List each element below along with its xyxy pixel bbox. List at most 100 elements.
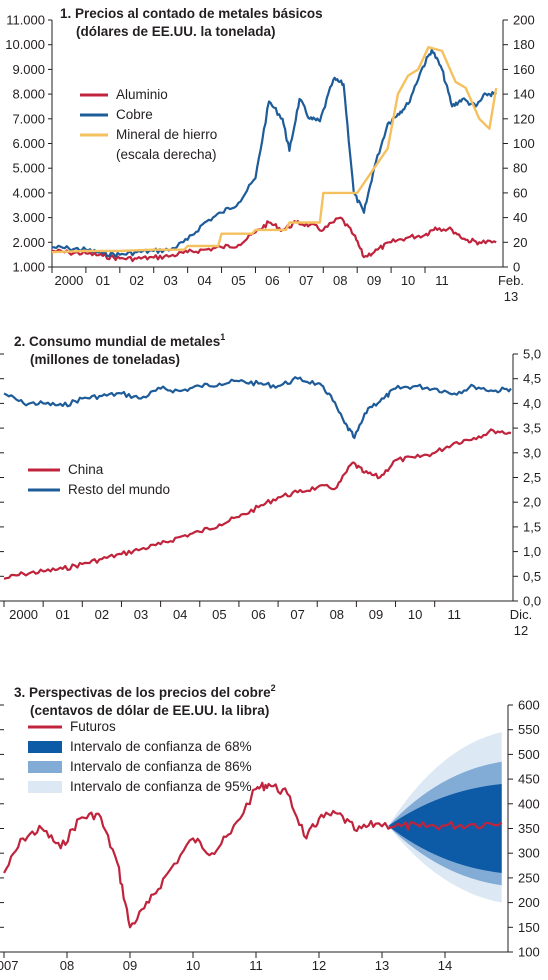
x-tick-label: 07 xyxy=(290,607,304,622)
legend-swatch xyxy=(28,781,62,793)
y-right-tick-label: 300 xyxy=(518,846,540,861)
y-right-tick-label: 600 xyxy=(518,698,540,713)
y-left-tick-label: 3.000 xyxy=(12,210,45,225)
y-right-tick-label: 500 xyxy=(518,747,540,762)
x-tick-label: 2000 xyxy=(9,607,38,622)
y-left-tick-label: 8.000 xyxy=(12,87,45,102)
x-tick-label: 10 xyxy=(401,273,415,288)
x-tick-label: 05 xyxy=(212,607,226,622)
y-right-tick-label: 400 xyxy=(518,796,540,811)
panel-2-title: 2. Consumo mundial de metales1 (millones … xyxy=(14,332,225,367)
x-tick-label: 03 xyxy=(163,273,177,288)
x-tick-label: 06 xyxy=(265,273,279,288)
y-left-tick-label: 7.000 xyxy=(12,111,45,126)
y-left-tick-label: 9.000 xyxy=(12,62,45,77)
series-line-aluminio xyxy=(51,216,497,263)
chart-subtitle: (millones de toneladas) xyxy=(30,352,180,367)
x-tick-label: 11 xyxy=(249,958,263,973)
legend-swatch xyxy=(28,741,62,753)
x-tick-label: 09 xyxy=(123,958,137,973)
x-tick-label: 09 xyxy=(369,607,383,622)
y-right-tick-label: 3,5 xyxy=(523,421,541,436)
y-right-tick-label: 250 xyxy=(518,870,540,885)
panel-1-axes: 1.000 2.000 3.000 4.000 5.000 6.000 7.000 8.000… xyxy=(5,13,534,305)
legend-label: Mineral de hierro xyxy=(116,127,217,142)
panel-1-title: 1. Precios al contado de metales básicos… xyxy=(60,6,323,39)
x-tick-label: 01 xyxy=(96,273,110,288)
x-tick-label-end: Feb. xyxy=(498,273,524,288)
y-right-tick-label: 160 xyxy=(513,62,535,77)
x-tick-label: 11 xyxy=(448,607,462,622)
chart-subtitle: (centavos de dólar de EE.UU. la libra) xyxy=(30,703,269,718)
y-right-tick-label: 4,0 xyxy=(523,396,541,411)
y-right-tick-label: 2,5 xyxy=(523,470,541,485)
x-tick-label-end: Dic. xyxy=(510,607,532,622)
x-tick-label: 2000 xyxy=(54,273,83,288)
x-tick-label: 04 xyxy=(197,273,211,288)
x-tick-label: 05 xyxy=(231,273,245,288)
x-tick-label: 08 xyxy=(60,958,74,973)
chart-title: 1. Precios al contado de metales básicos xyxy=(60,6,323,21)
y-left-tick-label: 11.000 xyxy=(6,13,45,28)
y-left-tick-label: 10.000 xyxy=(5,37,45,52)
legend-label: Futuros xyxy=(70,719,116,734)
series-line-futuros xyxy=(3,781,503,929)
legend-label: Cobre xyxy=(116,107,153,122)
y-right-tick-label: 200 xyxy=(518,895,540,910)
y-right-tick-label: 180 xyxy=(513,37,535,52)
panel-3-title: 3. Perspectivas de los precios del cobre… xyxy=(14,683,276,718)
y-right-tick-label: 1,0 xyxy=(523,544,541,559)
panel-3-axes: 100 150 200 250 300 350 400 450 500 550 600 2007 08 0… xyxy=(0,698,540,973)
y-left-tick-label: 1.000 xyxy=(12,260,45,275)
x-tick-label: 08 xyxy=(333,273,347,288)
chart-title: 2. Consumo mundial de metales1 xyxy=(14,332,225,349)
x-tick-label: 08 xyxy=(330,607,344,622)
x-tick-label: 10 xyxy=(408,607,422,622)
y-right-tick-label: 40 xyxy=(513,210,527,225)
y-right-tick-label: 1,5 xyxy=(523,519,541,534)
y-left-tick-label: 2.000 xyxy=(12,235,45,250)
legend-label: Intervalo de confianza de 68% xyxy=(70,739,252,754)
y-right-tick-label: 60 xyxy=(513,185,527,200)
x-tick-label: 14 xyxy=(438,958,452,973)
series-line-cobre xyxy=(51,48,498,258)
fan-band-ci68 xyxy=(388,784,502,873)
title-footnote-marker: 1 xyxy=(220,332,225,342)
x-tick-label: 10 xyxy=(186,958,200,973)
y-left-tick-label: 4.000 xyxy=(12,185,45,200)
y-right-tick-label: 140 xyxy=(513,87,535,102)
legend-swatch xyxy=(28,761,62,773)
legend-label: Intervalo de confianza de 95% xyxy=(70,779,252,794)
y-right-tick-label: 100 xyxy=(513,136,535,151)
y-right-tick-label: 200 xyxy=(513,13,535,28)
y-left-tick-label: 6.000 xyxy=(12,136,45,151)
y-right-tick-label: 120 xyxy=(513,111,535,126)
x-tick-label: 07 xyxy=(299,273,313,288)
y-right-tick-label: 4,5 xyxy=(523,371,541,386)
panel-2-axes: 0,0 0,5 1,0 1,5 2,0 2,5 3,0 3,5 4,0 4,5 5,0 2000 01 0… xyxy=(0,347,541,638)
y-right-tick-label: 100 xyxy=(518,945,540,960)
x-tick-label: 01 xyxy=(55,607,69,622)
legend-label: China xyxy=(68,462,104,477)
x-tick-label: 09 xyxy=(367,273,381,288)
series-line-china xyxy=(3,428,512,580)
x-tick-label: 02 xyxy=(130,273,144,288)
title-footnote-marker: 2 xyxy=(271,683,276,693)
x-tick-label: 06 xyxy=(251,607,265,622)
chart-subtitle: (dólares de EE.UU. la tonelada) xyxy=(76,24,276,39)
panel-3-legend: Futuros Intervalo de confianza de 68% Inte… xyxy=(28,719,252,794)
y-right-tick-label: 2,0 xyxy=(523,495,541,510)
y-right-tick-label: 550 xyxy=(518,722,540,737)
y-right-tick-label: 3,0 xyxy=(523,445,541,460)
y-left-tick-label: 5.000 xyxy=(12,161,45,176)
panel-2-legend: China Resto del mundo xyxy=(28,462,170,497)
y-right-tick-label: 350 xyxy=(518,821,540,836)
x-tick-label: 04 xyxy=(173,607,187,622)
chart-title: 3. Perspectivas de los precios del cobre… xyxy=(14,683,276,700)
y-right-tick-label: 150 xyxy=(518,920,540,935)
y-right-tick-label: 450 xyxy=(518,772,540,787)
x-tick-label: 11 xyxy=(435,273,449,288)
x-tick-label: 13 xyxy=(375,958,389,973)
x-tick-label: 12 xyxy=(312,958,326,973)
